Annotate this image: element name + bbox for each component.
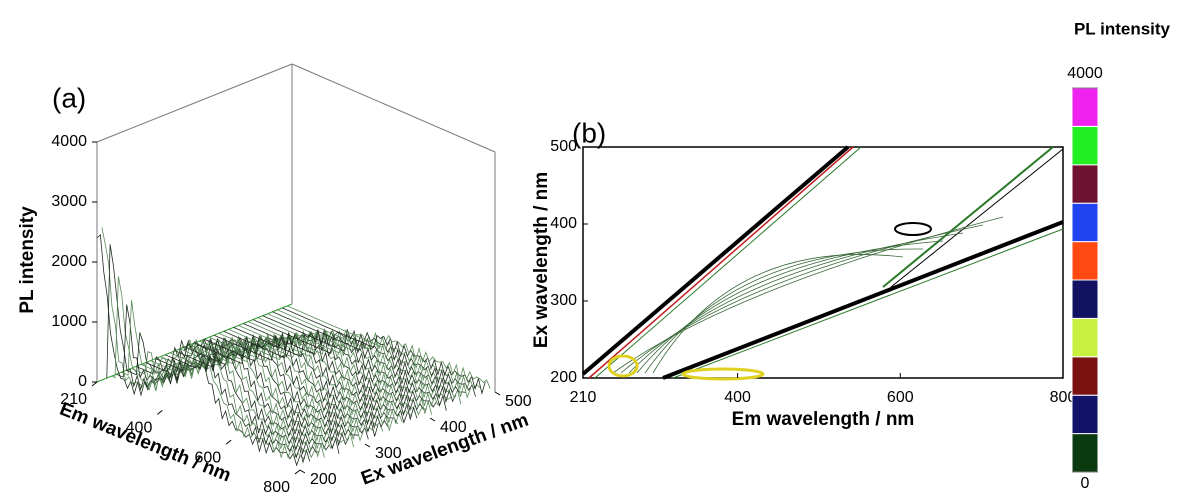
surface-line — [228, 329, 432, 415]
y-tick-label: 400 — [440, 419, 467, 436]
colorbar-segment — [1071, 317, 1099, 358]
surface-line — [165, 333, 369, 440]
contour-line — [620, 224, 984, 374]
colorbar-segment — [1071, 241, 1099, 281]
colorbar-segment — [1071, 279, 1099, 319]
colorbar-tick-label: 0 — [1081, 475, 1090, 492]
tick-mark — [299, 469, 306, 474]
surface-line — [262, 315, 466, 395]
contour-line — [890, 148, 1064, 288]
surface-line — [189, 332, 393, 432]
x-tick-label: 800 — [263, 479, 290, 492]
tick-mark — [157, 409, 163, 415]
x-tick-label: 600 — [194, 449, 221, 466]
surface-line — [174, 334, 379, 437]
z-tick-label: 4000 — [51, 133, 87, 150]
colorbar-segment — [1071, 356, 1099, 396]
panel-label: (a) — [52, 82, 86, 113]
x-axis-label: Em wavelength / nm — [732, 409, 915, 430]
x-tick-label: 210 — [60, 391, 87, 408]
surface-line — [277, 309, 481, 390]
x-axis-label: Em wavelength / nm — [57, 399, 234, 487]
y-axis-label: Ex wavelength / nm — [531, 172, 552, 348]
panel-label: (b) — [572, 117, 606, 148]
colorbar-segment — [1071, 394, 1099, 435]
contour-line — [594, 146, 862, 379]
colorbar-segment — [1071, 202, 1099, 243]
contour-line — [636, 240, 944, 374]
z-axis-label: PL intensity — [17, 206, 38, 314]
z-tick-label: 2000 — [51, 253, 87, 270]
surface-line — [213, 332, 418, 421]
x-tick-label: 600 — [887, 389, 914, 406]
contour-line — [662, 220, 1064, 380]
contour-line — [612, 216, 1004, 374]
tick-mark — [225, 439, 232, 445]
y-tick-label: 500 — [550, 138, 577, 155]
x-tick-label: 400 — [724, 389, 751, 406]
y-tick-label: 300 — [375, 445, 402, 462]
colorbar-segment — [1071, 125, 1099, 166]
y-tick-label: 400 — [550, 215, 577, 232]
z-tick-label: 0 — [78, 373, 87, 390]
tick-mark — [91, 381, 98, 387]
tick-mark — [364, 443, 371, 448]
surface-line — [150, 335, 354, 448]
contour-blob — [607, 354, 639, 378]
colorbar-segment — [1071, 87, 1099, 127]
surface-line — [286, 305, 491, 389]
surface-line — [155, 335, 359, 438]
tick-mark — [494, 391, 501, 396]
contour-line — [652, 254, 904, 374]
z-tick-label: 1000 — [51, 313, 87, 330]
tick-mark — [429, 417, 436, 422]
x-tick-label: 210 — [570, 389, 597, 406]
contour-line — [882, 146, 1054, 288]
colorbar-segment — [1071, 164, 1099, 204]
y-tick-label: 200 — [550, 369, 577, 386]
y-tick-label: 500 — [505, 393, 532, 410]
colorbar-segment — [1071, 433, 1099, 473]
contour-line — [628, 232, 964, 374]
box-edge — [291, 63, 496, 153]
surface-line — [218, 330, 423, 416]
surface-line — [282, 307, 486, 395]
y-tick-label: 200 — [310, 471, 337, 488]
colorbar-tick-label: 4000 — [1067, 65, 1103, 82]
tick-mark — [294, 469, 301, 475]
surface-line — [247, 321, 452, 400]
x-tick-label: 400 — [126, 420, 153, 437]
contour-line — [644, 248, 924, 374]
box-edge — [96, 63, 293, 143]
x-tick-label: 800 — [1050, 389, 1077, 406]
y-tick-label: 300 — [550, 292, 577, 309]
contour-line — [672, 228, 1064, 379]
z-tick-label: 3000 — [51, 193, 87, 210]
contour-line — [588, 146, 854, 379]
contour-line — [581, 145, 850, 376]
surface-line — [184, 336, 389, 430]
surface-line — [199, 335, 403, 425]
plot-frame — [582, 146, 1064, 379]
colorbar-title: PL intensity — [1074, 19, 1171, 38]
contour-blob — [894, 222, 932, 236]
contour-blob — [681, 367, 765, 381]
